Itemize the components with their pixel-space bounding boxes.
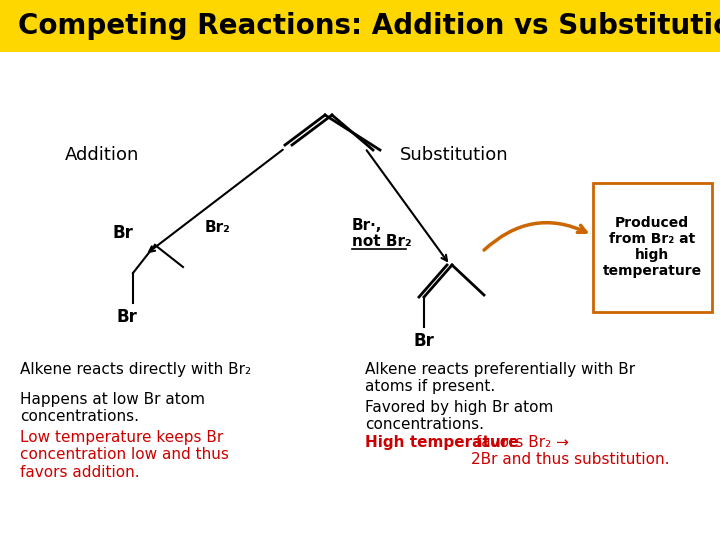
Bar bbox=[0, 0, 720, 52]
Text: Br: Br bbox=[117, 308, 138, 326]
Text: Br₂: Br₂ bbox=[205, 219, 230, 234]
Text: Br: Br bbox=[413, 332, 434, 350]
Text: not Br₂: not Br₂ bbox=[352, 234, 412, 249]
Text: Br·,: Br·, bbox=[352, 218, 382, 233]
FancyBboxPatch shape bbox=[593, 183, 712, 312]
Text: Happens at low Br atom
concentrations.: Happens at low Br atom concentrations. bbox=[20, 392, 205, 424]
Text: Br: Br bbox=[112, 224, 133, 242]
Text: favors Br₂ →
2Br and thus substitution.: favors Br₂ → 2Br and thus substitution. bbox=[471, 435, 670, 468]
Text: Competing Reactions: Addition vs Substitution: Competing Reactions: Addition vs Substit… bbox=[18, 12, 720, 40]
Text: Addition: Addition bbox=[65, 146, 140, 164]
FancyArrowPatch shape bbox=[484, 222, 586, 250]
Text: Substitution: Substitution bbox=[400, 146, 508, 164]
Text: High temperature: High temperature bbox=[365, 435, 518, 450]
Text: Produced
from Br₂ at
high
temperature: Produced from Br₂ at high temperature bbox=[603, 215, 701, 278]
Text: Alkene reacts preferentially with Br
atoms if present.: Alkene reacts preferentially with Br ato… bbox=[365, 362, 635, 394]
Text: Favored by high Br atom
concentrations.: Favored by high Br atom concentrations. bbox=[365, 400, 554, 433]
Text: Alkene reacts directly with Br₂: Alkene reacts directly with Br₂ bbox=[20, 362, 251, 377]
Text: Low temperature keeps Br
concentration low and thus
favors addition.: Low temperature keeps Br concentration l… bbox=[20, 430, 229, 480]
